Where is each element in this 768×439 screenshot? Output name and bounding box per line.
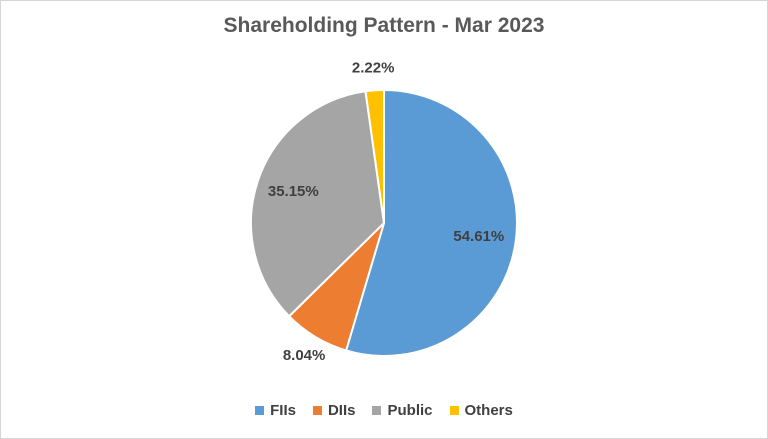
legend-item-fiis[interactable]: FIIs <box>255 403 296 418</box>
legend-label-fiis: FIIs <box>270 402 296 419</box>
chart-legend: FIIs DIIs Public Others <box>1 403 767 418</box>
legend-swatch-others <box>449 406 459 415</box>
legend-item-public[interactable]: Public <box>372 402 433 419</box>
data-label-public: 35.15% <box>268 183 319 200</box>
data-label-fiis: 54.61% <box>453 228 504 245</box>
legend-label-diis: DIIs <box>327 402 356 419</box>
legend-swatch-fiis <box>255 406 265 415</box>
pie-slice-others[interactable] <box>364 88 385 224</box>
pie-slice-public[interactable] <box>250 90 385 318</box>
data-label-others: 2.22% <box>352 59 395 76</box>
legend-item-others[interactable]: Others <box>449 402 513 419</box>
legend-label-public: Public <box>387 402 433 419</box>
pie-slice-fiis[interactable] <box>345 89 518 357</box>
legend-label-others: Others <box>464 402 513 419</box>
legend-swatch-public <box>372 406 382 415</box>
legend-swatch-diis <box>312 406 322 415</box>
legend-item-diis[interactable]: DIIs <box>312 402 356 419</box>
chart-title: Shareholding Pattern - Mar 2023 <box>223 14 545 37</box>
data-label-diis: 8.04% <box>283 347 326 364</box>
